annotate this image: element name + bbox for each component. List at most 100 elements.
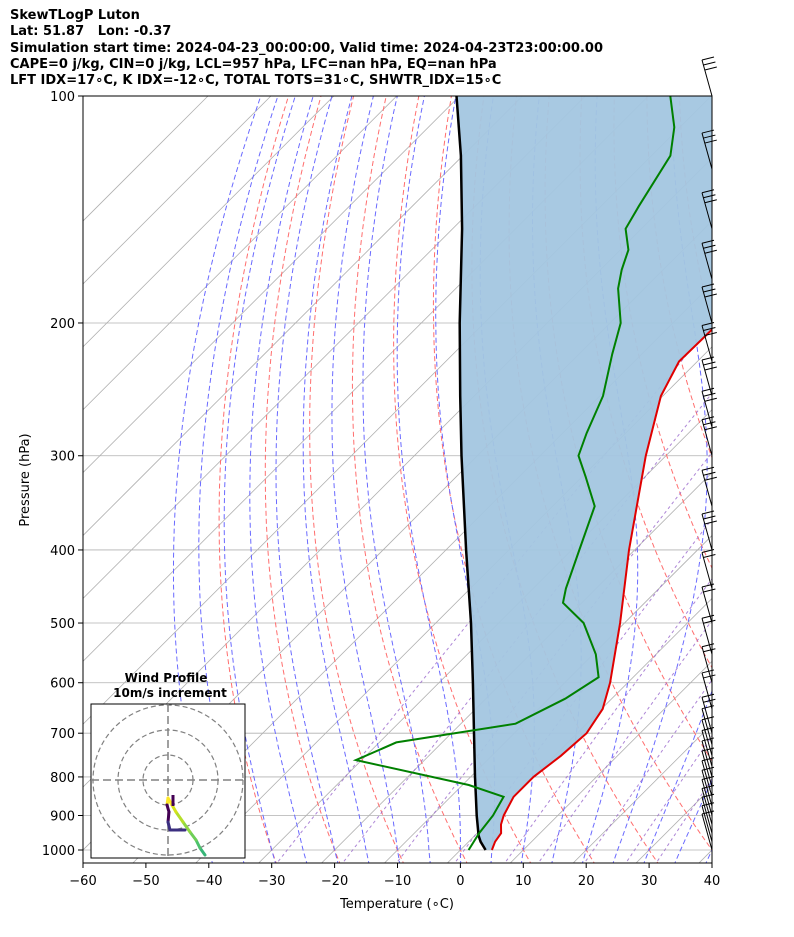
wind-barb (701, 129, 717, 170)
dewpoint-line (352, 96, 676, 851)
wind-barb-flag (703, 554, 716, 559)
axes: −60 −50 −40 −30 −20 −10 0 10 20 30 40 100 200 300 400 5… (42, 90, 720, 889)
x-axis-label: Temperature (∘C) (339, 897, 454, 912)
wind-barb-flag (703, 61, 716, 66)
wind-barb-shaft (701, 646, 713, 683)
y-tick-label: 300 (50, 450, 75, 465)
y-tick-label: 500 (50, 617, 75, 632)
mixing-ratio-line (537, 619, 712, 863)
x-tick-label: −30 (258, 874, 285, 889)
wind-barb-flag (701, 239, 715, 244)
location-line: Lat: 51.87 Lon: -0.37 (10, 24, 172, 40)
wind-barb-flag (704, 397, 717, 402)
wind-barb (701, 614, 716, 655)
wind-barb (701, 322, 717, 362)
moist-adiabat (249, 96, 314, 863)
wind-barb-shaft (701, 618, 713, 655)
x-tick-label: 30 (641, 874, 658, 889)
wind-barb-flag (703, 648, 716, 653)
wind-barb (701, 747, 715, 788)
moist-adiabat (223, 96, 296, 863)
wind-barb (701, 356, 717, 397)
wind-barb-flag (701, 549, 715, 554)
x-tick-label: −60 (69, 874, 96, 889)
isotherm--110 (83, 96, 523, 537)
wind-barb-shaft (701, 513, 713, 551)
wind-barb-shaft (701, 470, 713, 507)
parcel-profile-line (455, 96, 487, 851)
wind-barb-flag (704, 139, 717, 144)
moist-adiabat (705, 848, 712, 863)
indices-line: LFT IDX=17∘C, K IDX=-12∘C, TOTAL TOTS=31… (10, 73, 502, 89)
wind-barb-flag (703, 392, 716, 397)
wind-barb-shaft (701, 708, 713, 745)
plot-area (83, 96, 794, 866)
wind-barb (701, 387, 717, 428)
dry-adiabat (309, 96, 404, 863)
wind-barb-shaft (701, 59, 713, 97)
y-tick-label: 1000 (42, 844, 75, 859)
x-tick-label: 40 (704, 874, 721, 889)
mixing-ratio-line (342, 392, 712, 863)
y-tick-label: 400 (50, 544, 75, 559)
wind-barb-flag (701, 643, 715, 648)
wind-barb-flag (701, 747, 715, 752)
inset-subtitle: 10m/s increment (113, 686, 227, 700)
wind-barb-shaft (701, 672, 713, 710)
wind-barb-flag (701, 614, 715, 619)
wind-barb (701, 239, 717, 280)
y-tick-label: 100 (50, 90, 75, 105)
hodograph-segment (166, 810, 171, 824)
isotherm--150 (83, 96, 272, 285)
wind-barb-shaft (701, 391, 713, 428)
wind-barb-flag (703, 288, 716, 293)
wind-barb-flag (704, 476, 717, 481)
dry-adiabat (351, 96, 468, 863)
isotherm-50 (759, 96, 794, 866)
moist-adiabat (643, 689, 712, 863)
wind-barb-flag (701, 56, 715, 61)
wind-profile-inset: Wind Profile 10m/s increment (90, 671, 246, 859)
wind-barb (701, 416, 717, 456)
time-line: Simulation start time: 2024-04-23_00:00:… (10, 40, 603, 56)
wind-barb (701, 549, 716, 589)
wind-barb (701, 669, 716, 710)
wind-barb-flag (701, 356, 715, 361)
y-tick-label: 800 (50, 771, 75, 786)
wind-barb-flag (703, 134, 716, 139)
wind-barb-shaft (701, 788, 713, 825)
x-tick-label: −20 (321, 874, 348, 889)
wind-barb-flag (703, 421, 716, 426)
wind-barb-flag (704, 293, 717, 298)
wind-barb-flag (701, 737, 715, 742)
dry-adiabat (711, 96, 712, 103)
wind-barb-flag (704, 520, 717, 525)
wind-barb (701, 583, 716, 624)
y-tick-label: 200 (50, 317, 75, 332)
wind-barb (701, 705, 715, 745)
dry-adiabat (745, 96, 794, 866)
wind-barb-shaft (701, 805, 713, 842)
wind-barb-shaft (701, 586, 713, 624)
wind-barb-flag (701, 583, 715, 588)
wind-barb-flag (703, 194, 716, 199)
wind-barb-flag (703, 674, 716, 679)
y-tick-label: 900 (50, 809, 75, 824)
wind-barb-flag (704, 249, 717, 254)
wind-barb-shaft (701, 770, 713, 807)
wind-barb-shaft (701, 552, 713, 589)
y-axis-label: Pressure (hPa) (18, 433, 33, 526)
moist-adiabat (173, 96, 262, 863)
dry-adiabat (264, 96, 341, 863)
wind-barb-flag (703, 244, 716, 249)
hodograph-segment (188, 830, 198, 842)
wind-barb-flag (701, 757, 715, 762)
wind-barb-flag (704, 66, 717, 71)
isotherm--130 (83, 96, 397, 411)
wind-barb-flag (701, 129, 715, 134)
moist-adiabat (674, 778, 712, 863)
wind-barb-shaft (701, 132, 713, 170)
wind-barb-flag (701, 669, 715, 674)
isotherm--100 (83, 96, 586, 599)
